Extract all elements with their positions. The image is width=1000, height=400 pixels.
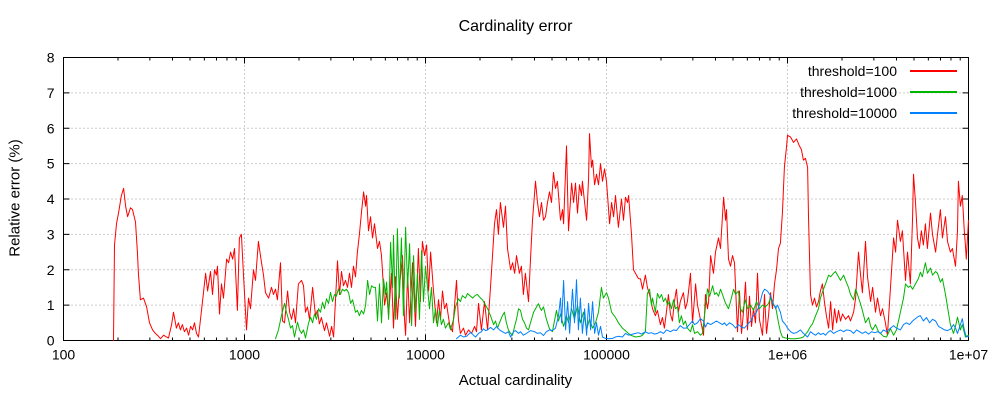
legend-line-sample <box>910 90 957 93</box>
series-threshold=100 <box>113 133 969 341</box>
x-tick-label: 100000 <box>583 347 630 363</box>
x-tick-label: 100 <box>52 347 76 363</box>
y-tick-label: 5 <box>47 156 55 172</box>
y-tick-label: 1 <box>47 297 55 313</box>
chart-title: Cardinality error <box>458 18 573 35</box>
y-tick-label: 2 <box>47 262 55 278</box>
y-tick-label: 6 <box>47 120 55 136</box>
x-tick-label: 1e+06 <box>768 347 808 363</box>
legend-entry-threshold=1000: threshold=1000 <box>792 81 957 102</box>
x-tick-label: 1000 <box>229 347 260 363</box>
y-axis-label: Relative error (%) <box>6 139 24 257</box>
x-axis-label: Actual cardinality <box>458 372 573 389</box>
legend: threshold=100 threshold=1000 threshold=100… <box>792 60 957 123</box>
legend-entry-threshold=100: threshold=100 <box>792 60 957 81</box>
legend-label: threshold=10000 <box>792 104 897 121</box>
y-tick-label: 7 <box>47 85 55 101</box>
y-tick-label: 0 <box>47 333 55 349</box>
y-tick-label: 8 <box>47 50 55 66</box>
legend-entry-threshold=10000: threshold=10000 <box>792 102 957 123</box>
x-tick-label: 1e+07 <box>949 347 989 363</box>
legend-line-sample <box>910 111 957 114</box>
legend-label: threshold=1000 <box>800 83 897 100</box>
y-tick-label: 4 <box>47 191 55 207</box>
legend-line-sample <box>910 69 957 72</box>
series-threshold=10000 <box>456 279 969 340</box>
y-tick-label: 3 <box>47 226 55 242</box>
x-tick-label: 10000 <box>406 347 445 363</box>
legend-label: threshold=100 <box>807 62 897 79</box>
plot-border <box>63 57 969 341</box>
